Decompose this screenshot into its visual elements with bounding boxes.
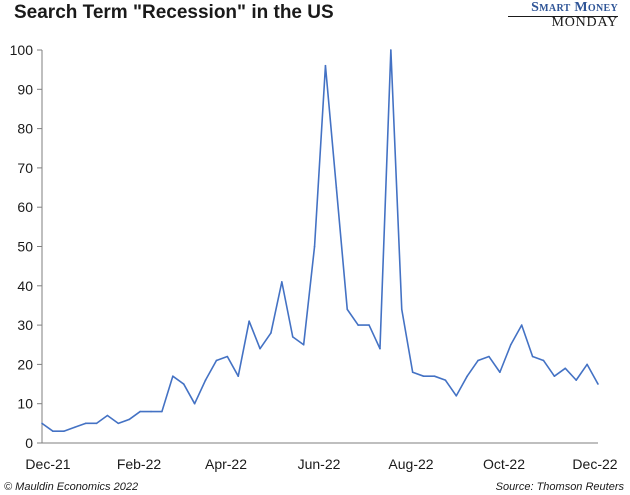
data-point — [477, 359, 479, 362]
data-point — [52, 430, 54, 433]
data-point — [531, 355, 534, 358]
series-line — [41, 49, 599, 433]
data-point — [139, 410, 141, 413]
data-point — [41, 422, 43, 425]
data-points — [41, 49, 599, 433]
x-tick-label: Apr-22 — [205, 456, 247, 472]
data-point — [117, 422, 120, 425]
brand-divider — [508, 16, 618, 17]
data-point — [422, 375, 425, 377]
y-tick-label: 50 — [17, 239, 33, 255]
chart-title: Search Term "Recession" in the US — [14, 2, 334, 23]
data-point — [248, 320, 250, 322]
data-point — [259, 347, 261, 350]
y-tick-label: 30 — [17, 317, 33, 333]
y-tick-label: 10 — [17, 396, 33, 412]
x-tick-label: Feb-22 — [117, 456, 162, 472]
data-point — [553, 375, 556, 377]
data-point — [499, 371, 501, 374]
data-point — [466, 375, 468, 377]
y-tick-label: 0 — [25, 435, 33, 451]
x-tick-label: Dec-22 — [572, 456, 617, 472]
x-tick-label: Aug-22 — [388, 456, 433, 472]
data-point — [542, 359, 545, 362]
data-point — [455, 395, 458, 397]
data-point — [84, 422, 87, 425]
data-point — [204, 379, 207, 381]
data-point — [575, 379, 577, 381]
data-point — [150, 410, 152, 413]
data-point — [520, 324, 523, 326]
x-tick-label: Jun-22 — [298, 456, 341, 472]
data-point — [226, 355, 229, 358]
data-point — [586, 363, 588, 366]
data-point — [379, 347, 381, 350]
data-point — [281, 281, 283, 283]
data-point — [597, 383, 599, 385]
data-point — [324, 64, 327, 67]
data-point — [346, 308, 349, 311]
data-point — [193, 402, 196, 405]
data-point — [411, 371, 414, 374]
y-tick-label: 80 — [17, 121, 33, 137]
data-point — [390, 49, 392, 51]
data-point — [172, 375, 174, 377]
data-point — [400, 308, 403, 311]
x-tick-label: Dec-21 — [25, 456, 70, 472]
data-point — [564, 367, 567, 370]
source-note: Source: Thomson Reuters — [495, 481, 624, 493]
data-point — [215, 359, 218, 362]
data-point — [182, 383, 185, 385]
y-tick-label: 100 — [10, 42, 34, 58]
data-point — [302, 343, 305, 346]
data-point — [63, 430, 65, 433]
brand-logo-bottom: MONDAY — [551, 15, 618, 30]
x-axis-ticks: Dec-21 Feb-22 Apr-22 Jun-22 Aug-22 Oct-22 Dec-… — [25, 456, 617, 472]
data-point — [313, 245, 316, 248]
data-point — [368, 324, 370, 326]
y-tick-label: 20 — [17, 356, 33, 372]
data-point — [73, 426, 76, 429]
data-point — [128, 418, 131, 421]
y-tick-label: 60 — [17, 199, 33, 215]
data-point — [509, 343, 512, 346]
data-point — [237, 375, 240, 377]
copyright-note: © Mauldin Economics 2022 — [4, 481, 139, 493]
y-tick-label: 70 — [17, 160, 33, 176]
y-tick-label: 40 — [17, 278, 33, 294]
data-point — [291, 336, 294, 338]
y-axis-ticks: 0 10 20 30 40 50 60 70 80 90 100 — [10, 42, 42, 451]
data-point — [433, 375, 436, 377]
data-point — [270, 332, 272, 334]
data-point — [161, 410, 163, 413]
data-point — [488, 355, 490, 358]
data-point — [106, 414, 109, 417]
brand-logo-top: Smart Money — [531, 0, 618, 15]
y-tick-label: 90 — [17, 81, 33, 97]
data-point — [335, 186, 338, 189]
data-point — [444, 379, 447, 381]
data-point — [95, 422, 98, 425]
x-tick-label: Oct-22 — [483, 456, 525, 472]
data-point — [357, 324, 359, 326]
